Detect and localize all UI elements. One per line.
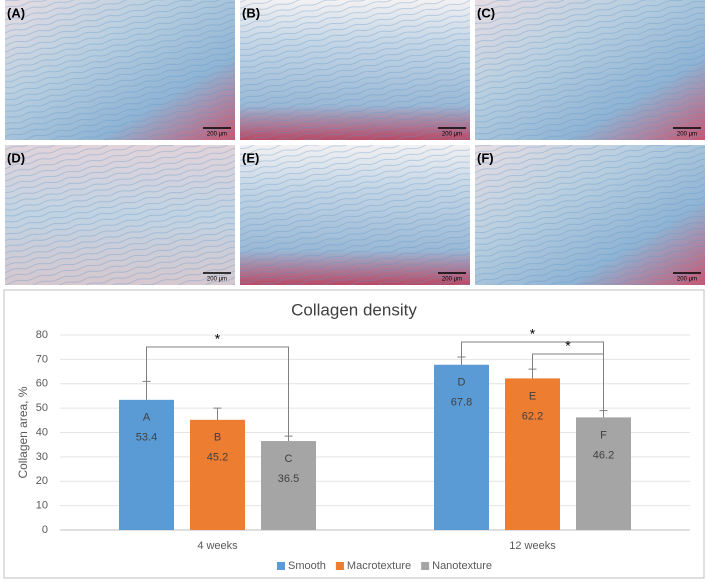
legend-label: Nanotexture xyxy=(432,560,492,572)
value-label: 45.2 xyxy=(207,452,228,464)
y-tick-label: 20 xyxy=(36,475,48,487)
legend-swatch xyxy=(335,562,344,570)
x-tick-label: 4 weeks xyxy=(197,540,238,552)
bar xyxy=(576,417,631,530)
chart-title: Collagen density xyxy=(291,300,417,319)
bar xyxy=(505,378,560,530)
y-tick-label: 0 xyxy=(42,524,48,536)
bar-letter: F xyxy=(600,429,607,441)
bar-letter: E xyxy=(529,390,536,402)
panel-label: (A) xyxy=(7,5,25,20)
fiber-texture xyxy=(5,0,235,140)
significance-bracket xyxy=(532,353,604,411)
fiber-texture xyxy=(5,145,235,285)
scale-label: 200 μm xyxy=(677,277,697,283)
value-label: 53.4 xyxy=(136,432,157,444)
panel-label: (E) xyxy=(242,150,259,165)
y-tick-label: 40 xyxy=(36,426,48,438)
y-axis-label: Collagen area, % xyxy=(16,386,30,478)
fiber-texture xyxy=(240,0,470,140)
panel-label: (F) xyxy=(477,150,494,165)
panel-label: (C) xyxy=(477,5,495,20)
bar xyxy=(261,441,316,530)
legend-label: Macrotexture xyxy=(347,560,411,572)
micrographs: (A) 200 μm (B) 200 μm (C) 200 μm (D) 200 μm (E) 2… xyxy=(5,0,705,285)
y-tick-label: 80 xyxy=(36,329,48,341)
significance-star: * xyxy=(215,331,221,347)
bar xyxy=(434,364,489,530)
scale-label: 200 μm xyxy=(442,132,462,138)
bar-letter: D xyxy=(458,377,466,389)
bar-letter: A xyxy=(143,412,151,424)
significance-star: * xyxy=(565,338,571,354)
y-tick-label: 70 xyxy=(36,353,48,365)
significance-star: * xyxy=(530,326,536,342)
panel-label: (D) xyxy=(7,150,25,165)
x-tick-label: 12 weeks xyxy=(509,540,556,552)
error-bar xyxy=(213,407,222,420)
bar xyxy=(190,419,245,530)
bar-letter: B xyxy=(214,432,221,444)
scale-label: 200 μm xyxy=(207,277,227,283)
error-bar xyxy=(599,410,608,418)
y-tick-label: 10 xyxy=(36,500,48,512)
value-label: 62.2 xyxy=(522,410,543,422)
value-label: 36.5 xyxy=(278,473,299,485)
legend-swatch xyxy=(421,562,430,570)
fiber-texture xyxy=(475,145,705,285)
chart: Collagen density Collagen area, % 0 10 20 30 4… xyxy=(16,300,690,572)
value-label: 46.2 xyxy=(593,449,614,461)
y-tick-label: 30 xyxy=(36,451,48,463)
significance-bracket xyxy=(146,346,289,437)
y-tick-label: 60 xyxy=(36,378,48,390)
panel-label: (B) xyxy=(242,5,260,20)
fiber-texture xyxy=(475,0,705,140)
fiber-texture xyxy=(240,145,470,285)
value-label: 67.8 xyxy=(451,397,472,409)
error-bar xyxy=(457,356,466,365)
legend-label: Smooth xyxy=(288,560,326,572)
bar-letter: C xyxy=(285,453,293,465)
y-tick-label: 50 xyxy=(36,402,48,414)
scale-label: 200 μm xyxy=(442,277,462,283)
scale-label: 200 μm xyxy=(677,132,697,138)
error-bar xyxy=(142,380,151,400)
scale-label: 200 μm xyxy=(207,132,227,138)
legend-swatch xyxy=(277,562,285,570)
bar xyxy=(119,399,174,530)
